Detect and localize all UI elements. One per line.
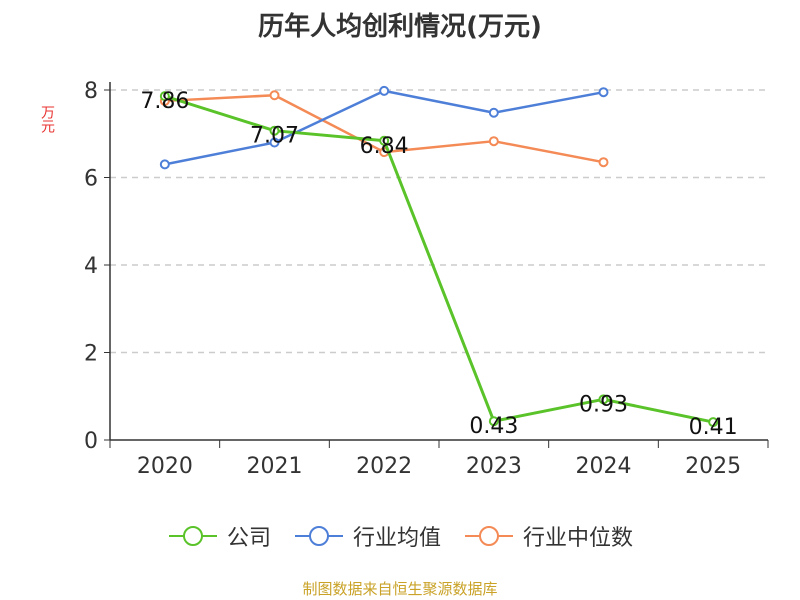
x-tick-label-2023: 2023 <box>466 454 522 479</box>
data-label-2024: 0.93 <box>579 392 628 417</box>
legend-label-industry-average: 行业均值 <box>352 526 441 551</box>
x-tick-label-2021: 2021 <box>247 454 303 479</box>
x-tick-label-2025: 2025 <box>685 454 741 479</box>
data-label-2022: 6.84 <box>360 134 409 159</box>
data-label-2023: 0.43 <box>469 414 518 439</box>
legend-item-industry-median[interactable]: 行业中位数 <box>463 520 633 552</box>
x-tick-label-2024: 2024 <box>576 454 632 479</box>
legend-label-industry-median: 行业中位数 <box>523 526 634 551</box>
point-1-2024 <box>598 87 609 98</box>
point-2-2024 <box>598 157 609 168</box>
point-0-2022 <box>379 135 390 146</box>
y-tick-label-8: 8 <box>84 79 98 104</box>
x-tick-label-2022: 2022 <box>356 454 412 479</box>
y-axis-label: 万元 <box>39 105 55 133</box>
point-0-2020 <box>159 91 170 102</box>
series-group <box>159 85 719 428</box>
y-tick-label-2: 2 <box>84 342 98 367</box>
point-0-2021 <box>269 125 280 136</box>
point-2-2023 <box>488 136 499 147</box>
legend-swatch-industry-average <box>294 526 343 546</box>
axes: 0 2 4 6 8 2020 2021 2022 2023 2024 2025 <box>84 79 769 479</box>
y-tick-label-4: 4 <box>84 254 98 279</box>
point-1-2021 <box>269 137 280 148</box>
legend-item-industry-average[interactable]: 行业均值 <box>293 520 441 552</box>
source-note: 制图数据来自恒生聚源数据库 <box>302 580 498 598</box>
y-tick-label-6: 6 <box>84 167 98 192</box>
data-label-2020: 7.86 <box>140 89 189 114</box>
point-0-2025 <box>708 417 719 428</box>
data-labels: 7.86 7.07 6.84 0.43 0.93 0.41 <box>140 89 737 440</box>
legend-item-company[interactable]: 公司 <box>167 520 271 552</box>
x-tick-label-2020: 2020 <box>137 454 193 479</box>
legend-swatch-industry-median <box>465 526 513 546</box>
legend-swatch-company <box>168 526 217 546</box>
y-tick-label-0: 0 <box>84 429 98 454</box>
series-line-0 <box>164 94 714 424</box>
point-0-2023 <box>488 416 499 427</box>
point-2-2021 <box>269 90 280 101</box>
point-1-2022 <box>379 85 390 96</box>
legend-label-company: 公司 <box>226 526 271 551</box>
point-1-2020 <box>159 159 170 170</box>
grid-lines <box>110 89 768 354</box>
point-1-2023 <box>488 107 499 118</box>
data-label-2025: 0.41 <box>689 415 738 440</box>
legend: 公司 行业均值 行业中位数 <box>0 520 800 552</box>
data-label-2021: 7.07 <box>250 124 299 149</box>
chart-title: 历年人均创利情况(万元) <box>258 12 542 42</box>
point-0-2024 <box>598 394 609 405</box>
